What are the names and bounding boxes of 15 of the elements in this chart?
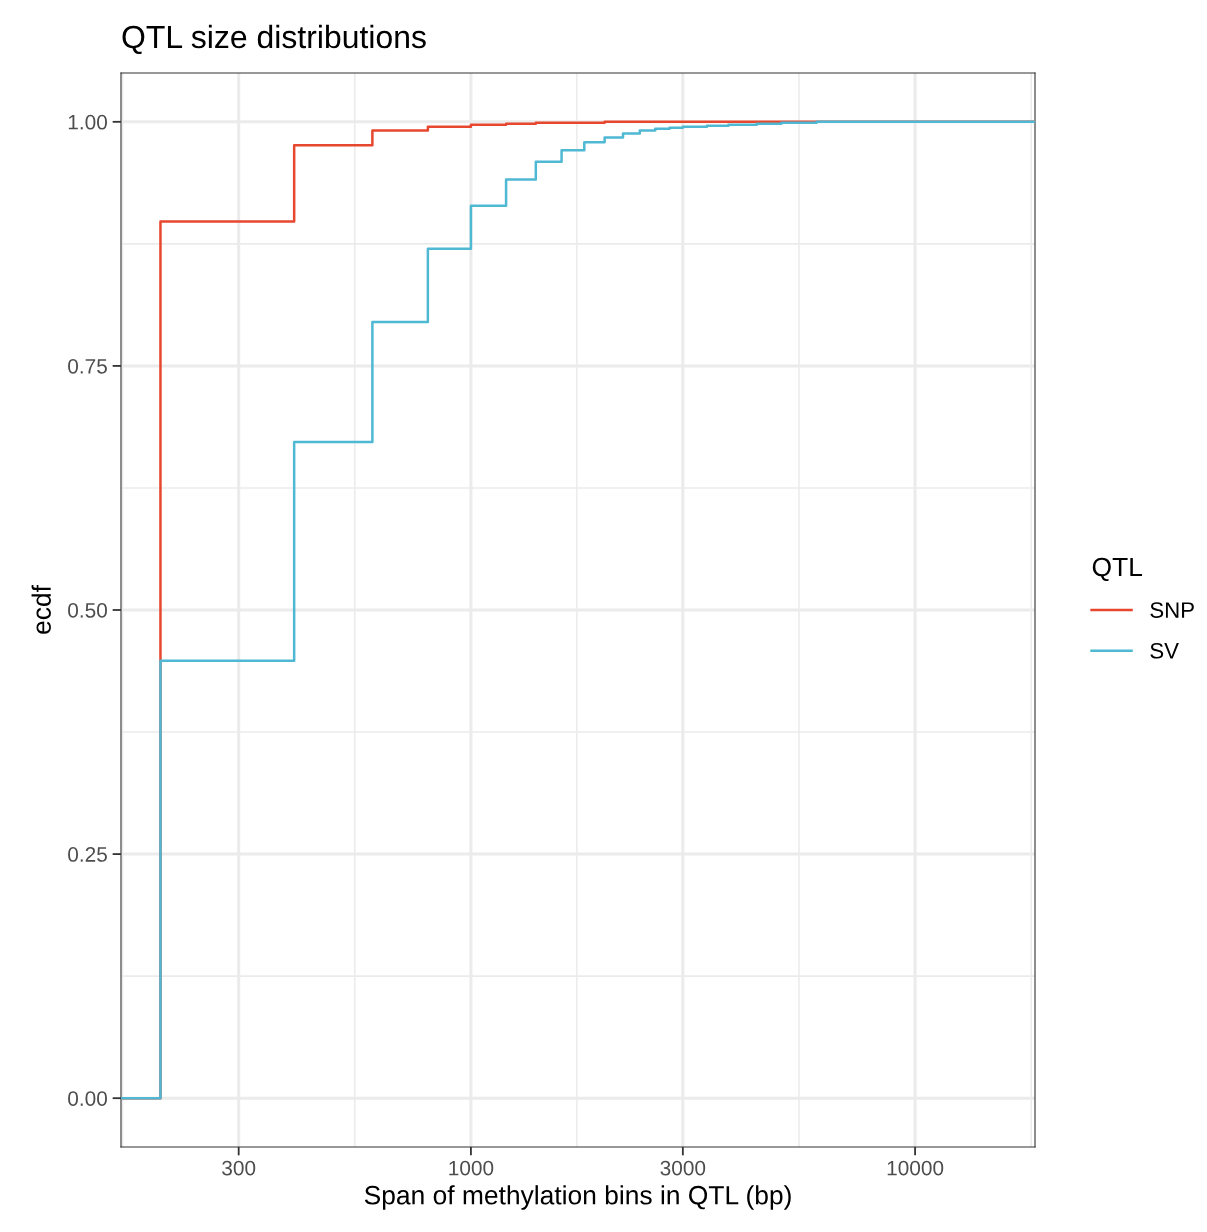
y-tick-label: 1.00 [68, 114, 107, 130]
x-axis-title: Span of methylation bins in QTL (bp) [364, 1185, 791, 1210]
y-tick-label: 0.00 [68, 1091, 107, 1106]
legend-title: QTL [1092, 557, 1143, 582]
y-tick-label: 0.25 [68, 847, 107, 862]
legend-label: SNP [1150, 602, 1194, 618]
y-axis-title: ecdf [31, 585, 51, 634]
legend-label: SV [1150, 642, 1179, 659]
x-tick-label: 3000 [660, 1160, 706, 1176]
x-tick-label: 300 [222, 1160, 256, 1176]
x-tick-label: 10000 [887, 1160, 944, 1176]
y-tick-label: 0.75 [68, 358, 107, 374]
x-tick-label: 1000 [449, 1160, 494, 1176]
y-tick-label: 0.50 [68, 603, 107, 618]
chart-title: QTL size distributions [122, 24, 426, 55]
